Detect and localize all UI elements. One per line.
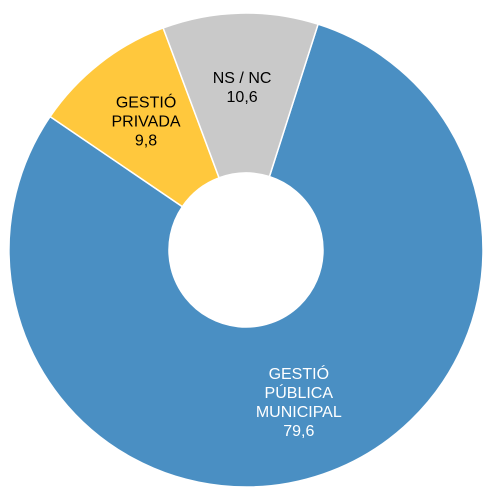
category-label: NS / NC <box>213 70 272 87</box>
category-label: MUNICIPAL <box>256 404 342 421</box>
donut-slice <box>162 12 319 179</box>
donut-slice <box>8 23 484 488</box>
value-label: 79,6 <box>283 423 314 440</box>
category-label: GESTIÓ <box>269 364 329 383</box>
category-label: PRIVADA <box>112 114 181 131</box>
slice-label: GESTIÓ PRIVADA 9,8 <box>112 93 181 150</box>
donut-slice <box>49 26 221 208</box>
category-label: GESTIÓ <box>116 93 176 112</box>
slice-label: NS / NC 10,6 <box>213 70 272 106</box>
value-label: 9,8 <box>135 133 157 150</box>
value-label: 10,6 <box>227 89 258 106</box>
category-label: PÚBLICA <box>265 383 334 402</box>
